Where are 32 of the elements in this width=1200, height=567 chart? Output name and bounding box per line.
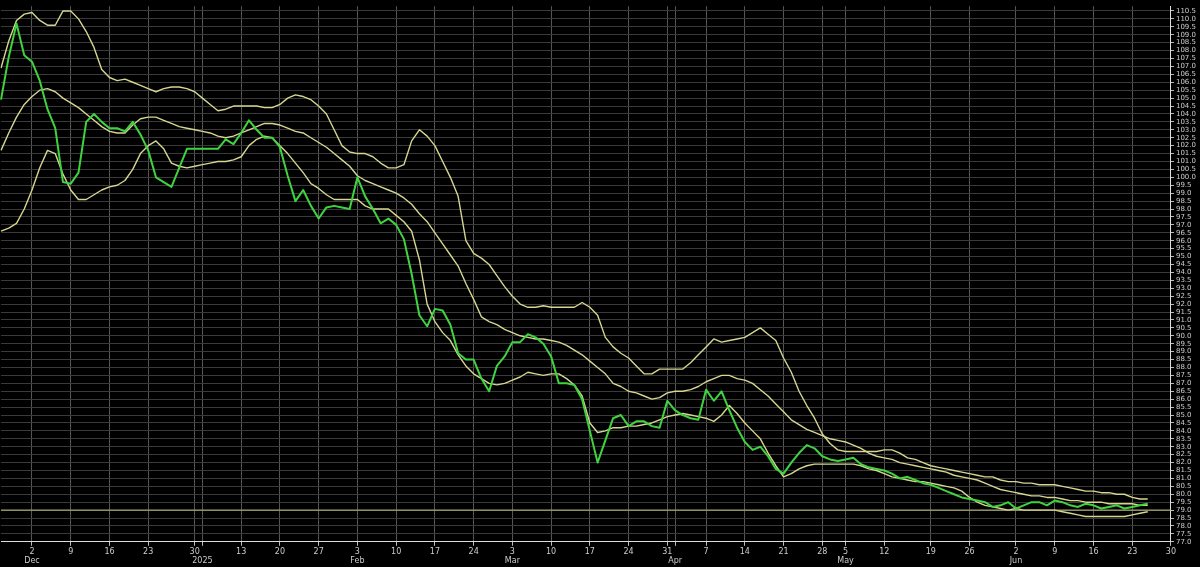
x-tick-label: 30 bbox=[1165, 546, 1177, 556]
x-tick-label: 27 bbox=[313, 546, 324, 556]
x-tick-label: 2 Jun bbox=[1008, 546, 1023, 566]
x-tick-label: 28 bbox=[817, 546, 828, 556]
x-tick-label: 2 Dec bbox=[24, 546, 40, 566]
x-tick-label: 31 bbox=[662, 546, 673, 556]
x-tick-label: 23 bbox=[1127, 546, 1138, 556]
x-tick-label: 3 Mar bbox=[504, 546, 521, 566]
x-tick-label: 17 bbox=[429, 546, 440, 556]
x-tick-label: 24 bbox=[468, 546, 479, 556]
x-tick-label: 24 bbox=[623, 546, 634, 556]
x-tick-label: 19 bbox=[925, 546, 936, 556]
x-tick-label: 16 bbox=[104, 546, 115, 556]
x-tick-label: 10 bbox=[546, 546, 557, 556]
x-tick-label: 16 bbox=[1088, 546, 1099, 556]
x-tick-label: 17 bbox=[584, 546, 595, 556]
x-tick-label: 7 bbox=[703, 546, 709, 556]
x-tick-label: 2025 bbox=[192, 556, 213, 566]
x-tick-label: 5 May bbox=[837, 546, 855, 566]
x-tick-label: 9 bbox=[68, 546, 74, 556]
x-tick-label: 20 bbox=[274, 546, 286, 556]
x-tick-label: 30 bbox=[189, 546, 200, 556]
x-tick-label: 14 bbox=[739, 546, 750, 556]
x-tick-label: 10 bbox=[391, 546, 402, 556]
x-tick-label: Apr bbox=[668, 556, 683, 566]
x-tick-label: 12 bbox=[879, 546, 890, 556]
x-tick-label: 3 Feb bbox=[350, 546, 365, 566]
x-tick-label: 23 bbox=[143, 546, 154, 556]
x-tick-label: 21 bbox=[778, 546, 789, 556]
x-tick-label: 9 bbox=[1052, 546, 1058, 556]
x-tick-label: 26 bbox=[964, 546, 975, 556]
x-tick-label: 13 bbox=[236, 546, 247, 556]
